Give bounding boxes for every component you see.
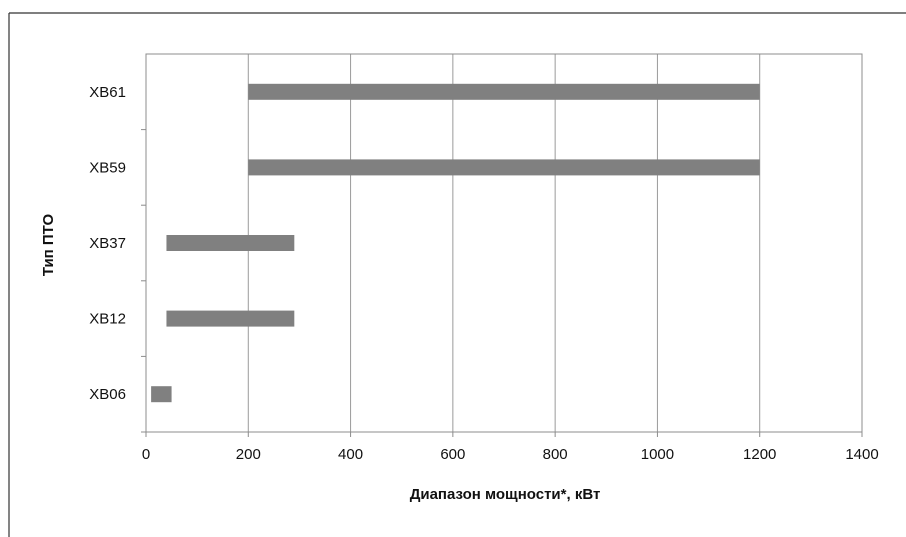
y-tick-label: XB61 (89, 84, 126, 101)
x-axis-title: Диапазон мощности*, кВт (410, 486, 601, 503)
x-tick-label: 1200 (743, 446, 776, 463)
x-tick-labels: 0 200 400 600 800 1000 1200 1400 (142, 446, 879, 463)
plot-area (145, 53, 863, 433)
x-tick-label: 0 (142, 446, 150, 463)
bar-xb61 (248, 83, 760, 100)
y-tick-label: XB37 (89, 235, 126, 252)
x-tick-label: 200 (236, 446, 261, 463)
grid (141, 54, 863, 437)
bar-xb37 (166, 235, 295, 251)
x-tick-label: 600 (440, 446, 465, 463)
bars (151, 83, 760, 403)
chart-frame (8, 12, 906, 537)
x-tick-label: 1000 (641, 446, 674, 463)
bar-xb59 (248, 159, 760, 176)
x-tick-label: 400 (338, 446, 363, 463)
y-tick-label: XB12 (89, 311, 126, 328)
bar-xb12 (166, 310, 295, 327)
bar-xb06 (151, 386, 172, 403)
y-tick-labels: XB06 XB12 XB37 XB59 XB61 (89, 84, 126, 403)
x-tick-label: 800 (543, 446, 568, 463)
plot-area-border (145, 53, 863, 433)
y-axis-title: Тип ПТО (40, 214, 57, 277)
x-tick-label: 1400 (845, 446, 878, 463)
y-tick-label: XB59 (89, 159, 126, 176)
y-tick-label: XB06 (89, 386, 126, 403)
